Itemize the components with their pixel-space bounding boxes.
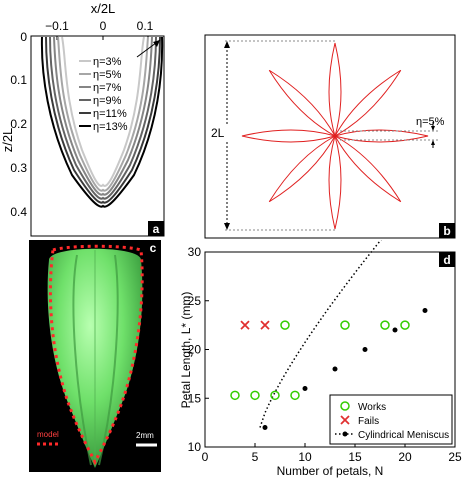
x-tick-label: 5 <box>252 450 259 464</box>
legend-works-marker <box>340 401 350 411</box>
meniscus-point <box>422 308 428 313</box>
panel-a-legend: η=3% η=5% η=7% η=9% η=11% η=13% <box>79 56 128 133</box>
x-tick-label: 10 <box>298 450 312 464</box>
petal-outline <box>328 42 342 138</box>
petal-outline <box>328 134 342 230</box>
works-point <box>400 320 410 330</box>
panel-a-y-tick: 0.4 <box>10 205 27 219</box>
panel-a-curves <box>40 36 164 208</box>
petal-outline <box>241 129 337 143</box>
panel-b-petals <box>241 42 429 230</box>
works-point <box>340 320 350 330</box>
meniscus-point <box>302 386 308 391</box>
works-point <box>270 390 280 401</box>
panel-d-y-title: Petal Length, L* (mm) <box>180 292 193 409</box>
fails-point <box>240 320 250 330</box>
profile-curve-eta-9 <box>49 36 157 200</box>
y-tick-label: 15 <box>188 391 202 405</box>
panel-a-y-tick: 0 <box>20 30 27 44</box>
legend-eta-5: η=5% <box>93 69 122 81</box>
legend-eta-13: η=13% <box>93 121 128 133</box>
meniscus-point <box>392 327 398 333</box>
profile-curve-eta-7 <box>53 36 153 196</box>
panel-a-tag: a <box>153 222 160 236</box>
panel-c-tag: c <box>150 241 157 255</box>
panel-c-bud-image: model 2mm c <box>37 240 161 468</box>
panel-c-tag-box <box>145 240 161 255</box>
works-point <box>280 320 290 330</box>
petal-outline <box>268 134 337 203</box>
panel-a-x-tick: 0.1 <box>137 19 154 33</box>
meniscus-point <box>332 366 338 372</box>
profile-curve-eta-11 <box>45 36 161 204</box>
y-tick-label: 10 <box>188 440 202 454</box>
x-tick-label: 0 <box>202 450 209 464</box>
panel-a-y-tick: 0.2 <box>10 117 27 131</box>
works-point <box>290 390 300 401</box>
profile-curve-eta-3 <box>61 36 145 187</box>
works-point <box>250 390 260 401</box>
y-tick-label: 20 <box>188 343 202 357</box>
legend-fails-marker <box>340 415 350 425</box>
legend-works-label: Works <box>358 402 386 413</box>
legend-meniscus-label: Cylindrical Meniscus <box>358 430 449 441</box>
scale-label: 2mm <box>136 431 154 440</box>
x-tick-label: 15 <box>348 450 362 464</box>
panel-d-tag: d <box>443 253 450 267</box>
panel-a-tag-box <box>148 221 164 236</box>
legend-eta-7: η=7% <box>93 82 122 94</box>
panel-b-petal-net: 2L η=5% b <box>204 34 456 239</box>
model-outline <box>48 244 144 466</box>
legend-fails-label: Fails <box>358 416 379 427</box>
panel-d-axes: 0 5 10 15 20 25 10 15 20 25 30 <box>188 245 462 464</box>
panel-b-eta-label: η=5% <box>416 116 445 128</box>
panel-d-data <box>230 240 428 430</box>
panel-a-x-title: x/2L <box>91 1 116 16</box>
profile-curve-eta-13 <box>40 36 164 208</box>
panel-d-tag-box <box>439 252 455 267</box>
panel-a-x-tick: 0 <box>100 19 107 33</box>
panel-a-y-title: z/2L <box>0 128 15 153</box>
legend-meniscus-dot <box>342 431 348 437</box>
profile-curve-eta-5 <box>57 36 149 192</box>
panel-a-x-tick: −0.1 <box>45 19 69 33</box>
panel-b-tag: b <box>443 224 450 238</box>
legend-eta-11: η=11% <box>93 108 127 120</box>
model-label: model <box>37 430 59 439</box>
legend-eta-9: η=9% <box>93 95 122 107</box>
fails-point <box>260 320 270 330</box>
meniscus-fit-line <box>259 240 382 428</box>
petal-outline <box>333 69 402 138</box>
panel-b-length-label: 2L <box>211 126 225 140</box>
petal-outline <box>333 134 402 203</box>
works-point <box>380 320 390 330</box>
panel-b-tag-box <box>439 223 455 238</box>
legend-eta-3: η=3% <box>93 56 122 68</box>
panel-d-chart: 0 5 10 15 20 25 10 15 20 25 30 Petal Length, L* (m… <box>180 240 462 478</box>
works-point <box>230 390 240 401</box>
meniscus-point <box>362 347 368 352</box>
petal-outline <box>268 69 337 138</box>
panel-b-frame <box>204 34 456 239</box>
panel-a-y-tick: 0.1 <box>10 73 27 87</box>
legend-box <box>329 394 453 445</box>
y-tick-label: 25 <box>188 294 202 308</box>
y-tick-label: 30 <box>188 245 202 259</box>
meniscus-point <box>262 425 268 430</box>
panel-d-x-title: Number of petals, N <box>277 464 384 478</box>
x-tick-label: 20 <box>398 450 412 464</box>
panel-a-y-tick: 0.3 <box>10 161 27 175</box>
panel-d-legend: Works Fails Cylindrical Meniscus <box>329 394 453 445</box>
panel-a-droplet-profiles: x/2L −0.1 0 0.1 0 0.1 0.2 0.3 0.4 z/2L η… <box>0 1 165 237</box>
panel-c-photo: model 2mm c <box>29 240 161 472</box>
x-tick-label: 25 <box>448 450 462 464</box>
